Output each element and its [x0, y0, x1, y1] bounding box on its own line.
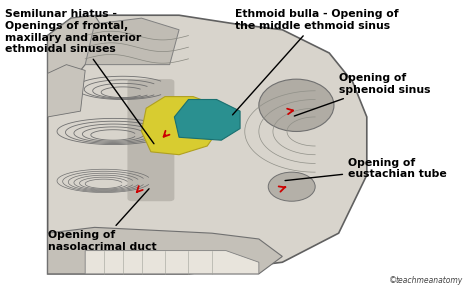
- Text: Opening of
sphenoid sinus: Opening of sphenoid sinus: [294, 73, 430, 116]
- Polygon shape: [174, 100, 240, 140]
- Polygon shape: [47, 227, 283, 274]
- Polygon shape: [85, 251, 259, 274]
- Text: Opening of
eustachian tube: Opening of eustachian tube: [285, 158, 447, 180]
- Ellipse shape: [259, 79, 334, 131]
- FancyBboxPatch shape: [128, 79, 174, 201]
- Text: ©: ©: [389, 276, 397, 285]
- Text: Ethmoid bulla - Opening of
the middle ethmoid sinus: Ethmoid bulla - Opening of the middle et…: [233, 9, 399, 115]
- Polygon shape: [142, 97, 221, 155]
- Text: Opening of
nasolacrimal duct: Opening of nasolacrimal duct: [47, 189, 156, 252]
- Text: teachmeanatomy: teachmeanatomy: [396, 276, 463, 285]
- Polygon shape: [47, 15, 104, 88]
- Polygon shape: [85, 18, 179, 65]
- Polygon shape: [47, 15, 367, 274]
- Ellipse shape: [268, 172, 315, 201]
- Text: Semilunar hiatus -
Openings of frontal,
maxillary and anterior
ethmoidal sinuses: Semilunar hiatus - Openings of frontal, …: [5, 9, 154, 144]
- Polygon shape: [47, 65, 85, 117]
